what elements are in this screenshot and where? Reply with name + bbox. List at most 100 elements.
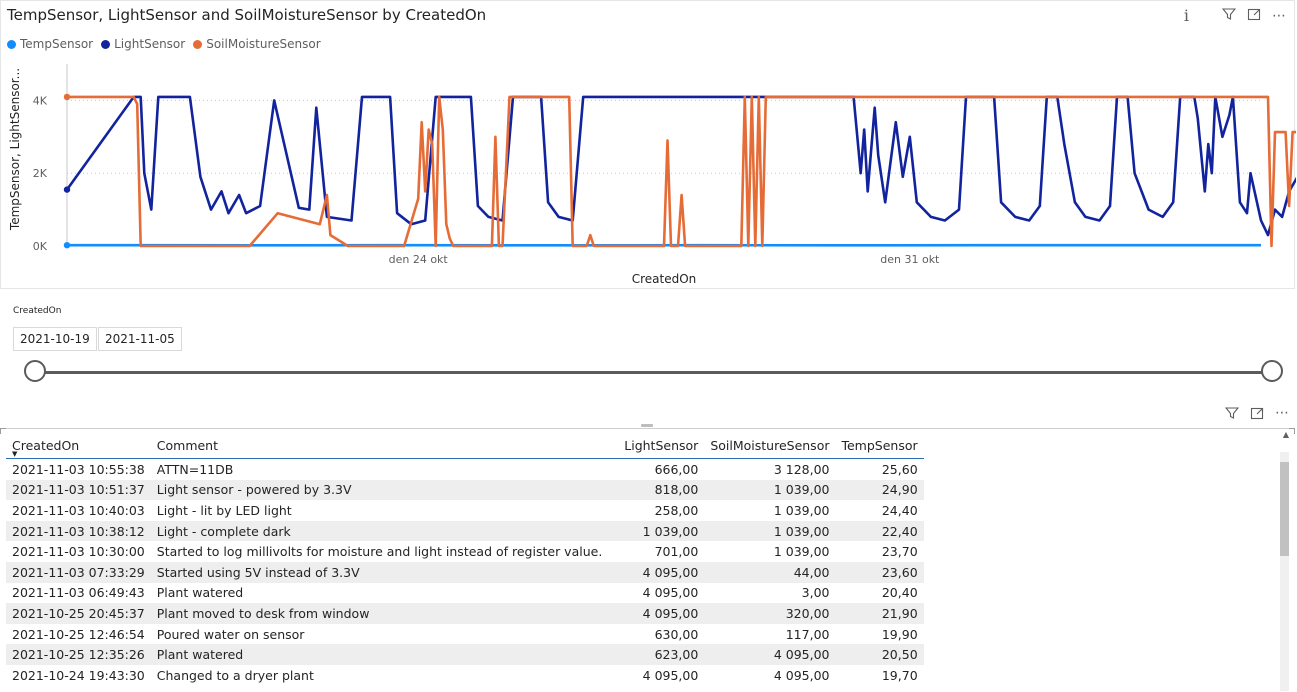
drag-grip[interactable] — [641, 424, 653, 427]
cell-tempsensor: 21,90 — [835, 603, 923, 624]
table-header-row: CreatedOn ▼ Comment LightSensor SoilMois… — [6, 432, 924, 459]
cell-comment: Plant watered — [151, 644, 609, 665]
x-tick-label: den 24 okt — [389, 253, 449, 266]
y-tick-label: 4K — [33, 94, 48, 107]
slicer-end-date-input[interactable]: 2021-11-05 — [98, 327, 182, 351]
slicer-track[interactable] — [36, 371, 1272, 374]
cell-lightsensor: 4 095,00 — [608, 603, 704, 624]
legend-item-soilmoisturesensor[interactable]: SoilMoistureSensor — [193, 37, 320, 51]
x-tick-label: den 31 okt — [880, 253, 940, 266]
column-header-lightsensor[interactable]: LightSensor — [608, 432, 704, 459]
cell-comment: Light - lit by LED light — [151, 500, 609, 521]
table-filter-icon[interactable] — [1225, 406, 1239, 423]
cell-comment: Plant watered — [151, 583, 609, 604]
cell-createdon: 2021-10-25 12:35:26 — [6, 644, 151, 665]
cell-comment: Light - complete dark — [151, 521, 609, 542]
cell-comment: Plant moved to desk from window — [151, 603, 609, 624]
cell-lightsensor: 818,00 — [608, 480, 704, 501]
cell-lightsensor: 630,00 — [608, 624, 704, 645]
chart-header-icons: i ⋯ — [1184, 7, 1286, 24]
cell-comment: Poured water on sensor — [151, 624, 609, 645]
slicer-label: CreatedOn — [13, 306, 61, 316]
info-icon[interactable]: i — [1184, 8, 1189, 24]
cell-tempsensor: 25,60 — [835, 459, 923, 480]
table-header-icons: ⋯ — [1225, 406, 1289, 423]
cell-tempsensor: 22,40 — [835, 521, 923, 542]
selection-corner-top-right — [1289, 428, 1295, 434]
y-tick-label: 0K — [33, 240, 48, 253]
cell-createdon: 2021-11-03 10:51:37 — [6, 480, 151, 501]
cell-comment: Started using 5V instead of 3.3V — [151, 562, 609, 583]
cell-lightsensor: 666,00 — [608, 459, 704, 480]
table-visual: ⋯ CreatedOn ▼ Comment LightSensor SoilMo… — [0, 428, 1297, 691]
data-table: CreatedOn ▼ Comment LightSensor SoilMois… — [6, 432, 924, 686]
cell-tempsensor: 23,70 — [835, 541, 923, 562]
cell-tempsensor: 20,50 — [835, 644, 923, 665]
cell-tempsensor: 24,90 — [835, 480, 923, 501]
cell-createdon: 2021-11-03 07:33:29 — [6, 562, 151, 583]
cell-soilmoisturesensor: 3,00 — [704, 583, 835, 604]
legend-label-soilmoisturesensor: SoilMoistureSensor — [206, 37, 320, 51]
legend-dot-lightsensor — [101, 40, 110, 49]
cell-comment: Changed to a dryer plant — [151, 665, 609, 686]
chart-legend: TempSensor LightSensor SoilMoistureSenso… — [7, 37, 321, 51]
column-header-tempsensor[interactable]: TempSensor — [835, 432, 923, 459]
focus-mode-icon[interactable] — [1247, 7, 1261, 24]
cell-createdon: 2021-10-24 19:43:30 — [6, 665, 151, 686]
column-header-createdon[interactable]: CreatedOn ▼ — [6, 432, 151, 459]
cell-createdon: 2021-10-25 20:45:37 — [6, 603, 151, 624]
cell-tempsensor: 19,70 — [835, 665, 923, 686]
cell-lightsensor: 4 095,00 — [608, 665, 704, 686]
column-header-comment[interactable]: Comment — [151, 432, 609, 459]
legend-item-lightsensor[interactable]: LightSensor — [101, 37, 185, 51]
table-more-options-icon[interactable]: ⋯ — [1275, 406, 1289, 423]
cell-soilmoisturesensor: 117,00 — [704, 624, 835, 645]
x-axis-title: CreatedOn — [632, 272, 697, 286]
cell-lightsensor: 623,00 — [608, 644, 704, 665]
cell-soilmoisturesensor: 4 095,00 — [704, 665, 835, 686]
cell-createdon: 2021-11-03 10:30:00 — [6, 541, 151, 562]
scrollbar-thumb[interactable] — [1280, 462, 1289, 556]
cell-lightsensor: 4 095,00 — [608, 583, 704, 604]
cell-comment: Started to log millivolts for moisture a… — [151, 541, 609, 562]
cell-soilmoisturesensor: 320,00 — [704, 603, 835, 624]
cell-comment: ATTN=11DB — [151, 459, 609, 480]
more-options-icon[interactable]: ⋯ — [1272, 9, 1286, 23]
column-header-label: CreatedOn — [12, 438, 79, 453]
column-header-soilmoisturesensor[interactable]: SoilMoistureSensor — [704, 432, 835, 459]
y-axis-title: TempSensor, LightSensor... — [8, 68, 22, 231]
cell-tempsensor: 19,90 — [835, 624, 923, 645]
series-start-marker-soilmoisturesensor — [64, 94, 70, 100]
cell-comment: Light sensor - powered by 3.3V — [151, 480, 609, 501]
cell-lightsensor: 1 039,00 — [608, 521, 704, 542]
cell-soilmoisturesensor: 1 039,00 — [704, 500, 835, 521]
slicer-end-handle[interactable] — [1261, 360, 1283, 382]
scroll-up-arrow-icon[interactable]: ▲ — [1283, 430, 1289, 439]
legend-dot-soilmoisturesensor — [193, 40, 202, 49]
cell-soilmoisturesensor: 44,00 — [704, 562, 835, 583]
legend-item-tempsensor[interactable]: TempSensor — [7, 37, 93, 51]
slicer-start-handle[interactable] — [24, 360, 46, 382]
slicer-start-date-input[interactable]: 2021-10-19 — [13, 327, 97, 351]
sort-descending-icon: ▼ — [12, 450, 17, 458]
filter-icon[interactable] — [1222, 7, 1236, 24]
table-focus-mode-icon[interactable] — [1250, 406, 1264, 423]
cell-createdon: 2021-11-03 10:40:03 — [6, 500, 151, 521]
cell-createdon: 2021-10-25 12:46:54 — [6, 624, 151, 645]
table-scrollbar[interactable] — [1280, 452, 1289, 691]
cell-tempsensor: 24,40 — [835, 500, 923, 521]
cell-lightsensor: 4 095,00 — [608, 562, 704, 583]
cell-tempsensor: 20,40 — [835, 583, 923, 604]
